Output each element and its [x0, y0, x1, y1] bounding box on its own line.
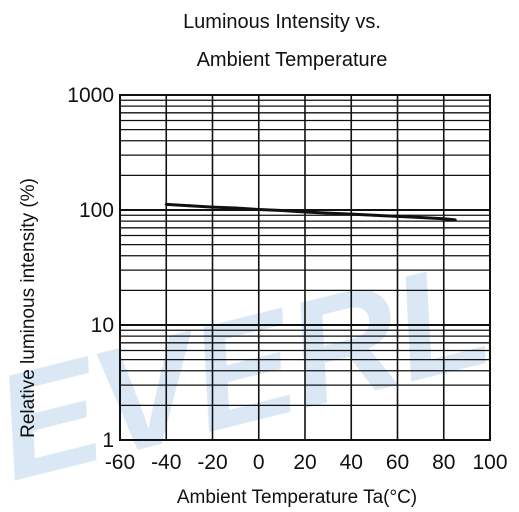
y-axis-ticks: 1000 100 10 1 — [67, 84, 114, 452]
series-0-point-3 — [234, 206, 238, 210]
y-tick-label-0: 1000 — [67, 84, 114, 107]
chart-title-line-2: Ambient Temperature — [197, 49, 388, 71]
y-tick-label-1: 100 — [79, 199, 114, 222]
chart-grid — [119, 94, 491, 441]
x-axis-ticks: -60 -40 -20 0 20 40 60 80 100 — [105, 451, 508, 474]
x-tick-label-5: 40 — [340, 451, 363, 474]
y-tick-label-2: 10 — [91, 314, 114, 337]
y-tick-label-3: 1 — [102, 429, 114, 452]
x-tick-label-1: -40 — [151, 451, 181, 474]
series-0-point-0 — [164, 202, 168, 206]
series-0-point-1 — [187, 204, 191, 208]
series-0-point-12 — [442, 217, 446, 221]
series-0-point-2 — [211, 205, 214, 209]
chart-series-layer — [164, 202, 457, 222]
y-axis-label: Relative luminous intensity (%) — [18, 178, 39, 438]
series-0-point-11 — [419, 216, 423, 219]
x-tick-label-0: -60 — [105, 451, 135, 474]
series-0-point-13 — [453, 218, 457, 222]
x-tick-label-6: 60 — [386, 451, 409, 474]
series-0-point-4 — [257, 208, 261, 211]
x-axis-label: Ambient Temperature Ta(°C) — [177, 487, 417, 508]
plot-frame — [119, 94, 491, 441]
series-0-point-9 — [372, 213, 376, 217]
x-tick-label-4: 20 — [293, 451, 316, 474]
chart-title-line-1: Luminous Intensity vs. — [183, 11, 381, 33]
series-0-point-6 — [303, 210, 307, 214]
x-tick-label-3: 0 — [253, 451, 265, 474]
x-tick-label-8: 100 — [472, 451, 507, 474]
x-tick-label-7: 80 — [432, 451, 455, 474]
series-0-line — [166, 202, 456, 222]
series-0-point-5 — [280, 209, 284, 212]
x-tick-label-2: -20 — [197, 451, 227, 474]
series-0-point-7 — [326, 211, 330, 215]
series-0-point-8 — [349, 212, 353, 216]
series-0-point-10 — [396, 214, 399, 218]
